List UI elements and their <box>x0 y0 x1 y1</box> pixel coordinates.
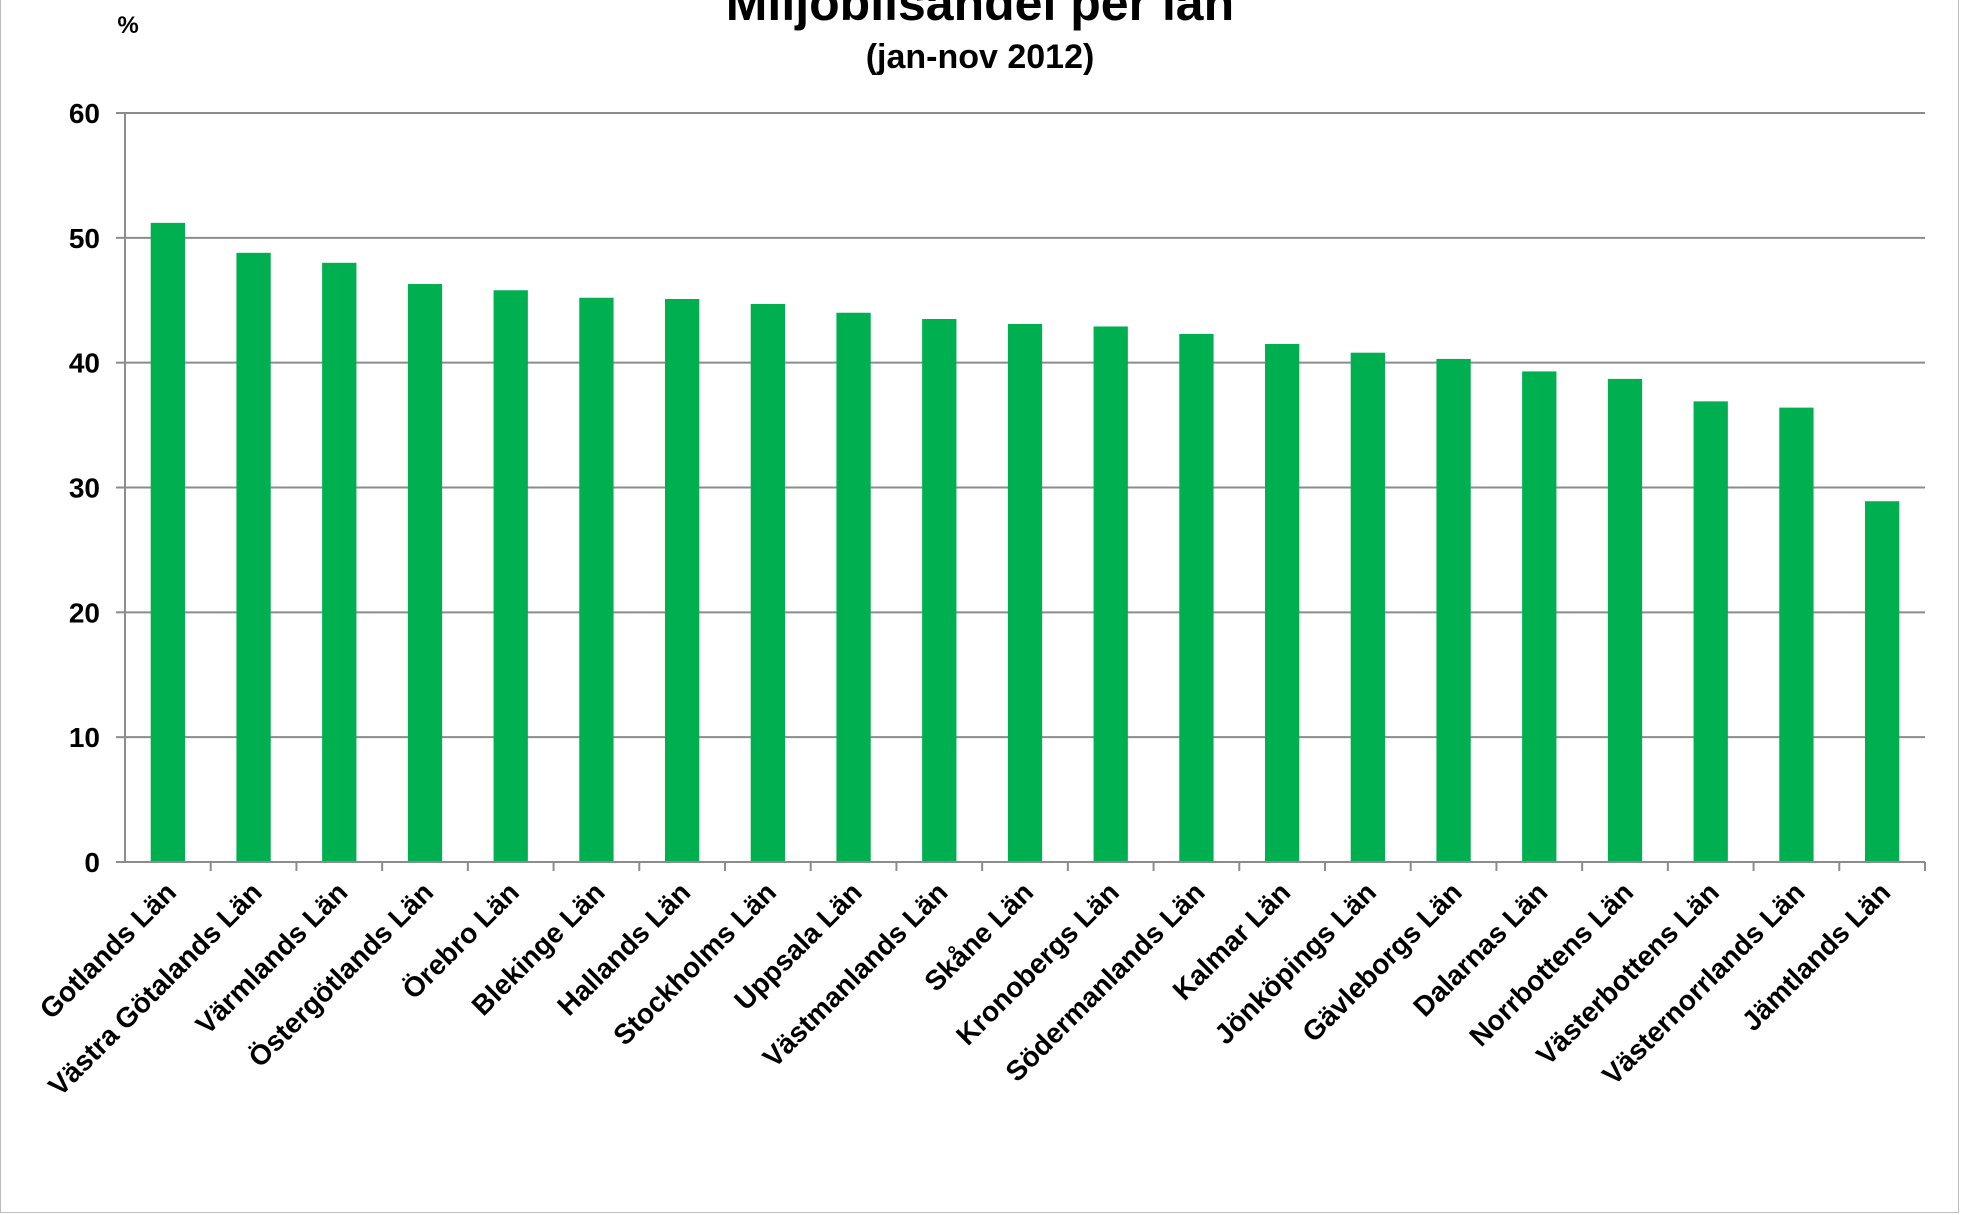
bar <box>750 303 785 862</box>
x-tick-label: Stockholms Län <box>607 876 782 1051</box>
bar <box>493 290 528 863</box>
chart-subtitle: (jan-nov 2012) <box>866 38 1095 76</box>
bar <box>1865 501 1900 862</box>
bar <box>1093 326 1128 863</box>
bar <box>1522 371 1557 862</box>
y-tick-label: 60 <box>69 98 100 129</box>
y-tick-labels: 0 10 20 30 40 50 60 <box>69 98 100 878</box>
bar <box>1779 407 1814 862</box>
chart-title: Miljöbilsandel per län <box>726 0 1234 31</box>
bar <box>407 284 443 862</box>
y-tick-label: 10 <box>69 722 100 753</box>
axes <box>116 112 1926 871</box>
bar <box>1693 401 1728 862</box>
bar <box>322 262 357 862</box>
y-tick-label: 30 <box>69 473 100 504</box>
bar <box>150 222 185 862</box>
bar <box>922 318 957 863</box>
x-tick-label: Gävleborgs Län <box>1296 876 1468 1048</box>
y-tick-label: 40 <box>69 348 100 379</box>
y-tick-label: 50 <box>69 223 100 254</box>
bar <box>836 312 871 862</box>
bar <box>1350 352 1385 862</box>
x-tick-label: Jönköpings Län <box>1208 876 1382 1050</box>
bar <box>579 297 614 863</box>
y-tick-label: 0 <box>84 847 100 878</box>
x-tick-label: Värmlands Län <box>190 876 354 1040</box>
bar <box>1007 323 1043 862</box>
x-tick-label: Norrbottens Län <box>1463 876 1639 1052</box>
bar <box>1265 343 1300 863</box>
bar <box>1436 358 1471 862</box>
bar <box>1607 378 1643 862</box>
y-axis-unit-label: % <box>117 12 138 39</box>
x-tick-label: Jämtlands Län <box>1736 876 1897 1037</box>
bar <box>1179 333 1214 863</box>
bar <box>236 252 271 862</box>
bars <box>150 222 1900 863</box>
bar <box>665 299 700 862</box>
y-tick-label: 20 <box>69 597 100 628</box>
x-tick-label: Kronobergs Län <box>950 876 1125 1051</box>
